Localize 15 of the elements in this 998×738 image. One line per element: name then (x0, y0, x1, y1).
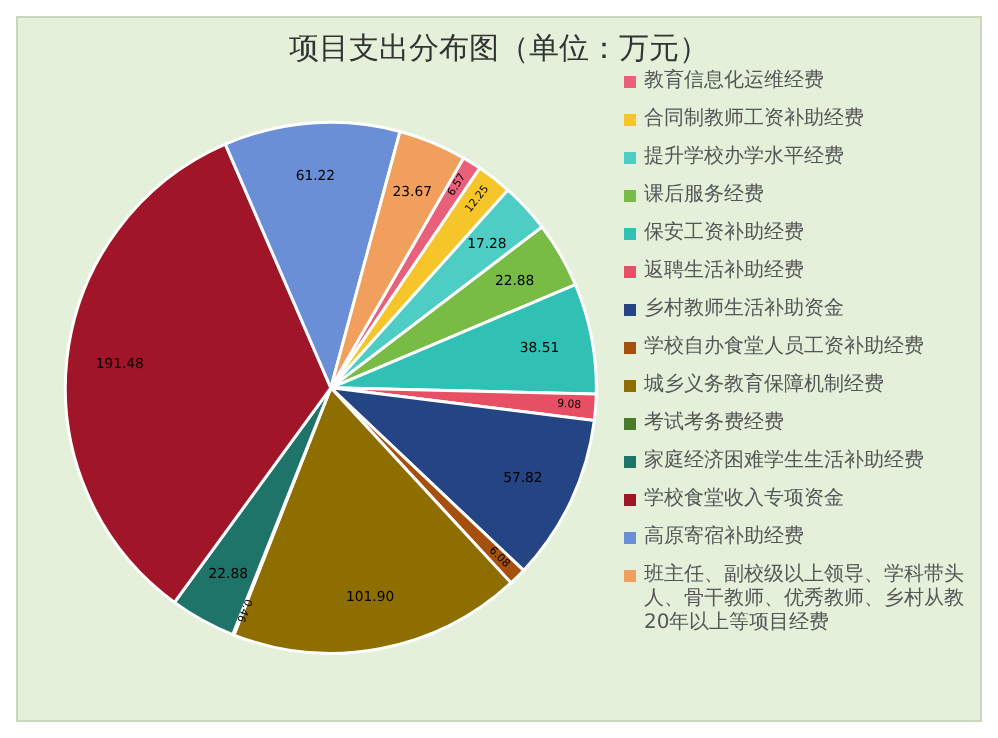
legend-label: 教育信息化运维经费 (644, 70, 824, 94)
legend-label: 考试考务费经费 (644, 412, 784, 436)
legend-label: 学校自办食堂人员工资补助经费 (644, 336, 924, 360)
legend-label: 高原寄宿补助经费 (644, 526, 804, 550)
legend-label: 家庭经济困难学生生活补助经费 (644, 450, 924, 474)
legend-label: 合同制教师工资补助经费 (644, 108, 864, 132)
legend-label: 城乡义务教育保障机制经费 (644, 374, 884, 398)
legend-label: 提升学校办学水平经费 (644, 146, 844, 170)
legend-label: 返聘生活补助经费 (644, 260, 804, 284)
legend-label: 班主任、副校级以上领导、学科带头人、骨干教师、优秀教师、乡村从教20年以上等项目经费 (644, 564, 966, 636)
chart-title: 项目支出分布图（单位：万元） (289, 30, 709, 66)
legend-label: 课后服务经费 (644, 184, 764, 208)
legend-label: 乡村教师生活补助资金 (644, 298, 844, 322)
legend-label: 学校食堂收入专项资金 (644, 488, 844, 512)
legend-label: 保安工资补助经费 (644, 222, 804, 246)
